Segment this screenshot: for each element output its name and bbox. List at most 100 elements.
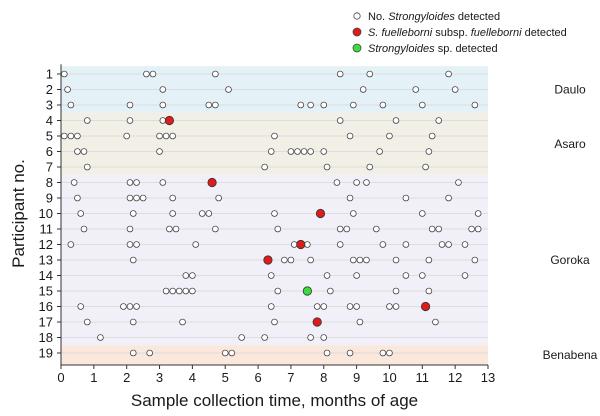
point-none-p12 bbox=[461, 241, 469, 248]
point-none-p13 bbox=[281, 256, 288, 264]
y-tick-label-7: 7 bbox=[46, 160, 53, 175]
legend: No. Strongyloides detected S. fuelleborni… bbox=[352, 11, 567, 55]
x-axis-title: Sample collection time, months of age bbox=[131, 391, 418, 410]
point-none-p10 bbox=[271, 210, 278, 217]
point-none-p3 bbox=[379, 101, 387, 109]
point-none-p11 bbox=[336, 225, 344, 233]
point-none-p16 bbox=[346, 303, 354, 310]
group-label-asaro: Asaro bbox=[554, 137, 586, 151]
point-none-p18 bbox=[238, 334, 245, 341]
point-none-p3 bbox=[159, 101, 167, 109]
point-fuelleborni-p10 bbox=[315, 208, 326, 219]
point-none-p8 bbox=[159, 179, 167, 186]
point-fuelleborni-p13 bbox=[263, 255, 273, 265]
point-none-p9 bbox=[74, 194, 81, 202]
point-none-p1 bbox=[149, 70, 157, 78]
point-none-p5 bbox=[156, 132, 163, 140]
x-tick-label-5: 5 bbox=[222, 370, 229, 385]
point-none-p3 bbox=[320, 101, 328, 109]
point-none-p15 bbox=[392, 287, 400, 295]
point-none-p16 bbox=[120, 303, 127, 310]
point-none-p9 bbox=[133, 194, 140, 202]
point-none-p18 bbox=[320, 334, 328, 341]
point-none-p6 bbox=[156, 148, 163, 155]
point-none-p8 bbox=[70, 179, 78, 186]
point-none-p13 bbox=[350, 256, 357, 264]
point-none-p17 bbox=[432, 318, 439, 326]
point-none-p5 bbox=[162, 132, 170, 140]
point-none-p19 bbox=[146, 349, 153, 357]
point-none-p3 bbox=[471, 101, 479, 109]
point-none-p14 bbox=[353, 272, 360, 279]
point-fuelleborni-p17 bbox=[312, 317, 322, 327]
point-none-p19 bbox=[386, 349, 393, 357]
point-none-p8 bbox=[353, 179, 360, 186]
x-tick-label-13: 13 bbox=[481, 370, 495, 385]
point-none-p11 bbox=[172, 225, 180, 233]
point-none-p15 bbox=[327, 287, 334, 295]
point-none-p9 bbox=[445, 194, 452, 202]
point-none-p7 bbox=[261, 163, 268, 171]
y-tick-label-9: 9 bbox=[46, 191, 53, 206]
point-none-p10 bbox=[198, 210, 206, 217]
point-none-p5 bbox=[346, 132, 354, 140]
y-tick-label-3: 3 bbox=[46, 98, 53, 113]
point-none-p6 bbox=[425, 148, 433, 155]
point-none-p16 bbox=[313, 303, 321, 310]
legend-marker-fuelleborni bbox=[352, 27, 362, 37]
point-none-p4 bbox=[392, 117, 400, 124]
point-none-p19 bbox=[221, 349, 229, 357]
point-none-p17 bbox=[271, 318, 278, 326]
y-tick-label-16: 16 bbox=[39, 299, 53, 314]
point-none-p12 bbox=[438, 241, 446, 248]
y-tick-label-6: 6 bbox=[46, 144, 53, 159]
x-tick-label-4: 4 bbox=[189, 370, 196, 385]
point-fuelleborni-p16 bbox=[420, 301, 431, 312]
point-none-p6 bbox=[307, 148, 314, 155]
point-none-p6 bbox=[74, 148, 81, 155]
legend-marker-none bbox=[353, 12, 361, 20]
point-none-p15 bbox=[169, 287, 176, 295]
point-none-p13 bbox=[392, 256, 400, 264]
group-labels: Daulo Asaro Goroka Benabena bbox=[543, 83, 598, 363]
point-none-p18 bbox=[97, 334, 104, 341]
point-none-p5 bbox=[271, 132, 278, 140]
point-none-p5 bbox=[428, 132, 436, 140]
point-none-p3 bbox=[297, 101, 305, 109]
y-tick-label-14: 14 bbox=[39, 268, 53, 283]
point-none-p13 bbox=[425, 256, 433, 264]
point-none-p17 bbox=[129, 318, 137, 326]
point-none-p6 bbox=[376, 148, 383, 155]
point-none-p1 bbox=[212, 70, 219, 78]
legend-label-sp: Strongyloides sp. detected bbox=[368, 43, 498, 55]
point-none-p15 bbox=[182, 287, 190, 295]
point-none-p2 bbox=[64, 86, 71, 93]
point-none-p15 bbox=[162, 287, 170, 295]
point-none-p14 bbox=[182, 272, 190, 279]
x-tick-label-1: 1 bbox=[90, 370, 97, 385]
point-none-p16 bbox=[126, 303, 134, 310]
point-none-p13 bbox=[129, 256, 137, 264]
point-none-p11 bbox=[343, 225, 351, 233]
point-none-p12 bbox=[126, 241, 134, 248]
data-points bbox=[60, 70, 482, 357]
point-none-p14 bbox=[461, 272, 469, 279]
point-none-p17 bbox=[356, 318, 364, 326]
x-tick-label-10: 10 bbox=[382, 370, 396, 385]
point-none-p4 bbox=[126, 117, 134, 124]
point-none-p12 bbox=[192, 241, 199, 248]
point-none-p19 bbox=[323, 349, 331, 357]
point-none-p3 bbox=[67, 101, 75, 109]
point-none-p6 bbox=[287, 148, 295, 155]
point-none-p2 bbox=[159, 86, 167, 93]
point-none-p11 bbox=[166, 225, 173, 233]
point-none-p11 bbox=[428, 225, 436, 233]
point-none-p10 bbox=[129, 210, 137, 217]
point-none-p10 bbox=[205, 210, 213, 217]
point-none-p9 bbox=[346, 194, 354, 202]
point-none-p3 bbox=[205, 101, 213, 109]
point-none-p16 bbox=[77, 303, 85, 310]
y-tick-label-10: 10 bbox=[39, 206, 53, 221]
